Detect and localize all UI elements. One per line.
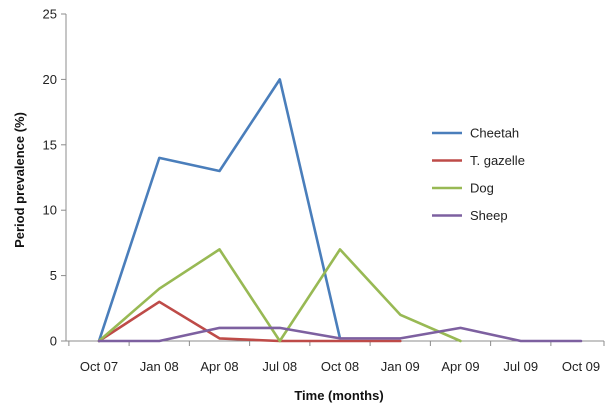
x-tick-label: Oct 08 (321, 359, 359, 374)
y-tick-label: 10 (43, 203, 57, 218)
series-line-dog (97, 248, 462, 343)
x-axis-title: Time (months) (294, 388, 383, 403)
x-axis-ticks: Oct 07 Jan 08 Apr 08 Jul 08 Oct 08 Jan 09 Apr … (68, 341, 605, 374)
y-tick-label: 20 (43, 72, 57, 87)
x-tick-label: Jul 08 (262, 359, 297, 374)
series-line-t-gazelle (97, 300, 402, 343)
x-tick-label: Oct 09 (562, 359, 600, 374)
chart-legend: Cheetah T. gazelle Dog Sheep (432, 126, 525, 223)
legend-label: Cheetah (470, 126, 519, 141)
y-axis-title: Period prevalence (%) (12, 112, 27, 248)
y-tick-label: 5 (50, 268, 57, 283)
x-tick-label: Jan 08 (140, 359, 179, 374)
legend-item-cheetah: Cheetah (432, 126, 519, 141)
x-tick-label: Apr 09 (441, 359, 479, 374)
y-tick-label: 15 (43, 137, 57, 152)
series-line-sheep (97, 326, 583, 343)
legend-item-sheep: Sheep (432, 208, 508, 223)
legend-label: Sheep (470, 208, 508, 223)
legend-item-dog: Dog (432, 181, 494, 196)
x-tick-label: Apr 08 (200, 359, 238, 374)
series-line-cheetah (97, 78, 342, 343)
legend-item-t-gazelle: T. gazelle (432, 153, 525, 168)
x-tick-label: Jul 09 (503, 359, 538, 374)
y-tick-label: 0 (50, 334, 57, 349)
chart-series (97, 78, 583, 343)
y-axis-ticks: 0 5 10 15 20 25 (43, 7, 66, 349)
legend-label: T. gazelle (470, 153, 525, 168)
x-tick-label: Jan 09 (381, 359, 420, 374)
chart-axes (65, 14, 604, 342)
x-tick-label: Oct 07 (80, 359, 118, 374)
y-tick-label: 25 (43, 7, 57, 22)
legend-label: Dog (470, 181, 494, 196)
